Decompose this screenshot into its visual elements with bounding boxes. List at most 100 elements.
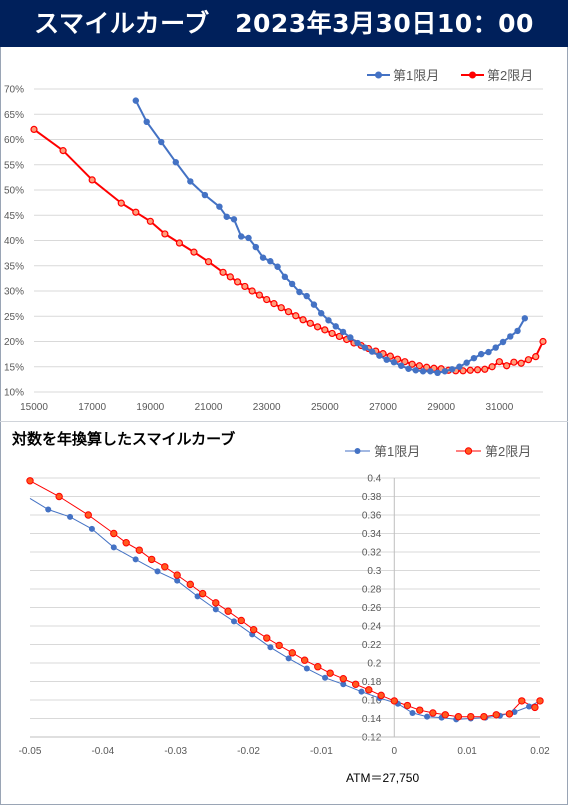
x-tick-label: 17000 bbox=[78, 402, 106, 413]
series-2-point bbox=[277, 304, 285, 312]
series-1-point bbox=[448, 366, 456, 373]
series-1-point bbox=[143, 118, 150, 126]
series-1-point bbox=[424, 713, 431, 720]
series-1-point bbox=[216, 203, 223, 210]
series-2-point bbox=[299, 316, 307, 324]
y-tick-label: 0.12 bbox=[362, 733, 382, 744]
series-2-point bbox=[59, 147, 67, 155]
series-2-point bbox=[161, 230, 169, 238]
series-1-point bbox=[154, 568, 161, 575]
series-2-point bbox=[237, 616, 245, 625]
series-2-point bbox=[270, 300, 278, 308]
x-tick-label: 0.01 bbox=[457, 746, 477, 757]
series-2-point bbox=[219, 268, 227, 276]
chart-title: 対数を年換算したスマイルカーブ bbox=[11, 430, 235, 448]
series-1-point bbox=[132, 556, 139, 563]
legend-label-series-2: 第2限月 bbox=[487, 68, 533, 83]
series-1-point bbox=[492, 344, 499, 351]
series-2-point bbox=[539, 337, 547, 346]
series-1-point bbox=[361, 344, 369, 351]
series-1-point bbox=[427, 368, 434, 375]
series-1-point bbox=[201, 191, 209, 199]
y-tick-label: 0.18 bbox=[362, 677, 382, 688]
x-tick-label: 29000 bbox=[427, 402, 455, 413]
series-1-point bbox=[477, 350, 485, 358]
series-2-point bbox=[122, 539, 130, 547]
series-1-point bbox=[470, 354, 478, 362]
series-2-point bbox=[351, 680, 360, 688]
y-tick-label: 50% bbox=[4, 186, 24, 197]
y-tick-label: 30% bbox=[4, 287, 24, 298]
series-2-point bbox=[441, 711, 449, 719]
series-2-point bbox=[480, 712, 488, 721]
series-1-point bbox=[412, 367, 419, 374]
series-2-point bbox=[408, 360, 416, 368]
series-2-point bbox=[335, 332, 343, 341]
series-1-point bbox=[514, 327, 521, 335]
series-1-point bbox=[332, 323, 339, 330]
series-2-point bbox=[132, 208, 140, 216]
y-tick-label: 0.3 bbox=[367, 566, 381, 577]
y-tick-label: 0.4 bbox=[367, 474, 381, 485]
y-tick-label: 40% bbox=[4, 236, 24, 247]
series-1-point bbox=[194, 593, 201, 600]
series-1-point bbox=[507, 333, 514, 340]
series-2-point bbox=[255, 291, 264, 299]
legend-marker-series-1 bbox=[354, 448, 361, 454]
series-2-point bbox=[313, 323, 322, 331]
series-2-point bbox=[234, 278, 242, 286]
series-1-point bbox=[174, 577, 181, 584]
x-tick-label: -0.04 bbox=[91, 746, 114, 757]
series-1-point bbox=[310, 301, 318, 308]
series-1-point bbox=[376, 352, 383, 359]
series-2-point bbox=[26, 477, 34, 485]
series-1-point bbox=[456, 363, 463, 370]
series-2-point bbox=[288, 649, 296, 657]
series-1-point bbox=[172, 159, 179, 166]
series-1-point bbox=[267, 258, 274, 265]
legend-label-series-1: 第1限月 bbox=[374, 444, 420, 459]
series-1-point bbox=[485, 348, 492, 356]
series-1-point bbox=[212, 606, 219, 613]
series-2-point bbox=[459, 367, 467, 375]
x-tick-label: 21000 bbox=[195, 402, 223, 413]
series-2-point bbox=[518, 697, 526, 705]
series-1-point bbox=[187, 178, 194, 185]
series-1-point bbox=[45, 506, 52, 513]
series-2-point bbox=[339, 675, 347, 683]
series-1-point bbox=[231, 618, 237, 625]
x-tick-label: -0.02 bbox=[237, 746, 260, 757]
series-1-point bbox=[223, 213, 230, 220]
series-1-point bbox=[303, 292, 310, 300]
series-2-point bbox=[306, 319, 314, 327]
series-1-point bbox=[405, 365, 412, 372]
annualized-log-smile-chart: 対数を年換算したスマイルカーブ 0.12 0.14 0.16 0.18 0.2 0.22 0.… bbox=[11, 430, 550, 785]
series-1-point bbox=[285, 655, 292, 662]
series-2-point bbox=[536, 697, 544, 705]
series-1-point bbox=[368, 348, 376, 355]
series-1-point bbox=[521, 315, 529, 322]
series-2-point bbox=[473, 366, 482, 374]
series-2-point bbox=[328, 329, 336, 338]
legend-marker-series-2 bbox=[469, 71, 476, 79]
x-tick-label: 15000 bbox=[20, 402, 48, 413]
series-2-point bbox=[146, 217, 154, 225]
series-2-point bbox=[454, 712, 463, 721]
series-2-point bbox=[429, 709, 437, 717]
series-2-point bbox=[401, 358, 409, 366]
series-1-point bbox=[252, 243, 259, 251]
series-2-point bbox=[416, 706, 424, 714]
series-2-point bbox=[263, 295, 271, 304]
series-1-point bbox=[318, 310, 325, 317]
page-title: スマイルカーブ 2023年3月30日10：00 bbox=[0, 0, 568, 47]
series-2-point bbox=[423, 363, 431, 371]
x-tick-label: -0.03 bbox=[164, 746, 187, 757]
series-1-point bbox=[322, 674, 329, 681]
series-1-point bbox=[463, 359, 470, 366]
y-tick-label: 45% bbox=[4, 211, 24, 222]
y-tick-label: 70% bbox=[4, 85, 24, 96]
series-1-point bbox=[441, 368, 449, 375]
series-1-point bbox=[230, 216, 238, 223]
series-1-point bbox=[354, 339, 361, 347]
series-2-point bbox=[190, 248, 198, 256]
